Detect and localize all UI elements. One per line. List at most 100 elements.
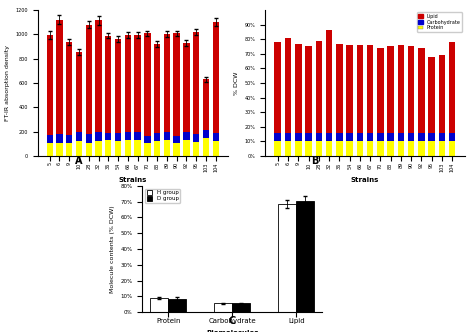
Bar <box>336 141 343 156</box>
Bar <box>336 133 343 141</box>
Bar <box>193 134 200 142</box>
Bar <box>418 48 425 133</box>
Bar <box>173 135 180 143</box>
Bar <box>387 133 394 141</box>
Bar <box>86 143 92 156</box>
Bar <box>418 133 425 141</box>
Bar <box>449 42 456 133</box>
Bar <box>164 34 170 132</box>
Bar <box>86 25 92 134</box>
Bar <box>203 138 209 156</box>
Bar <box>326 141 332 156</box>
Bar <box>212 22 219 133</box>
Bar <box>135 132 141 140</box>
Bar <box>278 204 296 312</box>
X-axis label: Strains: Strains <box>351 177 379 183</box>
Bar <box>387 141 394 156</box>
Bar <box>214 303 232 312</box>
Bar <box>66 135 73 143</box>
Bar <box>356 133 363 141</box>
Y-axis label: FT-IR absorption density: FT-IR absorption density <box>5 45 10 121</box>
Text: B: B <box>311 156 319 166</box>
Bar <box>367 133 374 141</box>
Bar <box>377 48 383 133</box>
Bar <box>95 141 102 156</box>
Bar <box>125 35 131 132</box>
Y-axis label: Molecule contents (% DCW): Molecule contents (% DCW) <box>110 205 115 293</box>
Bar <box>438 133 445 141</box>
Bar <box>438 55 445 133</box>
Bar <box>95 132 102 141</box>
Bar <box>428 133 435 141</box>
Bar <box>203 79 209 130</box>
Bar <box>193 142 200 156</box>
Bar <box>428 141 435 156</box>
Legend: Lipid, Carbohydrate, Protein: Lipid, Carbohydrate, Protein <box>417 12 462 32</box>
Bar <box>377 133 383 141</box>
Bar <box>285 38 292 133</box>
Bar <box>367 45 374 133</box>
Bar <box>164 132 170 139</box>
Bar <box>316 41 322 133</box>
Bar <box>56 20 63 134</box>
Bar <box>135 35 141 132</box>
Bar <box>183 132 190 140</box>
Bar <box>305 141 312 156</box>
Bar <box>449 141 456 156</box>
Bar <box>408 46 414 133</box>
Bar <box>105 133 111 140</box>
Bar <box>428 57 435 133</box>
Y-axis label: % DCW: % DCW <box>234 71 239 95</box>
Bar <box>377 141 383 156</box>
Bar <box>125 132 131 139</box>
Bar <box>398 133 404 141</box>
Bar <box>115 39 121 132</box>
Bar <box>56 143 63 156</box>
Bar <box>154 141 160 156</box>
Bar <box>408 133 414 141</box>
Bar <box>183 43 190 132</box>
Bar <box>105 36 111 133</box>
Bar <box>154 132 160 141</box>
Bar <box>274 141 281 156</box>
Bar <box>183 140 190 156</box>
Bar <box>295 133 301 141</box>
Bar <box>115 132 121 141</box>
Bar <box>144 143 151 156</box>
Bar <box>173 33 180 135</box>
Bar <box>285 133 292 141</box>
Bar <box>356 141 363 156</box>
Bar <box>346 133 353 141</box>
Bar <box>356 45 363 133</box>
Bar <box>305 133 312 141</box>
Bar <box>387 46 394 133</box>
Bar <box>46 135 53 143</box>
Bar <box>144 33 151 135</box>
Bar <box>76 132 82 141</box>
Text: C: C <box>228 316 236 326</box>
Bar <box>326 133 332 141</box>
Bar <box>212 141 219 156</box>
Legend: H group, D group: H group, D group <box>145 189 180 203</box>
Bar <box>418 141 425 156</box>
X-axis label: Strains: Strains <box>118 177 147 183</box>
Bar <box>144 135 151 143</box>
Bar <box>398 141 404 156</box>
Bar <box>56 134 63 143</box>
Bar <box>232 303 250 312</box>
Bar <box>316 141 322 156</box>
Bar <box>86 134 92 143</box>
Text: A: A <box>74 156 82 166</box>
Bar <box>295 43 301 133</box>
Bar <box>150 298 168 312</box>
Bar <box>203 130 209 138</box>
Bar <box>46 143 53 156</box>
Bar <box>449 133 456 141</box>
Bar <box>164 139 170 156</box>
Bar <box>305 46 312 133</box>
Bar <box>326 31 332 133</box>
Bar <box>398 45 404 133</box>
Bar <box>105 140 111 156</box>
Bar <box>168 299 186 312</box>
Bar <box>274 133 281 141</box>
